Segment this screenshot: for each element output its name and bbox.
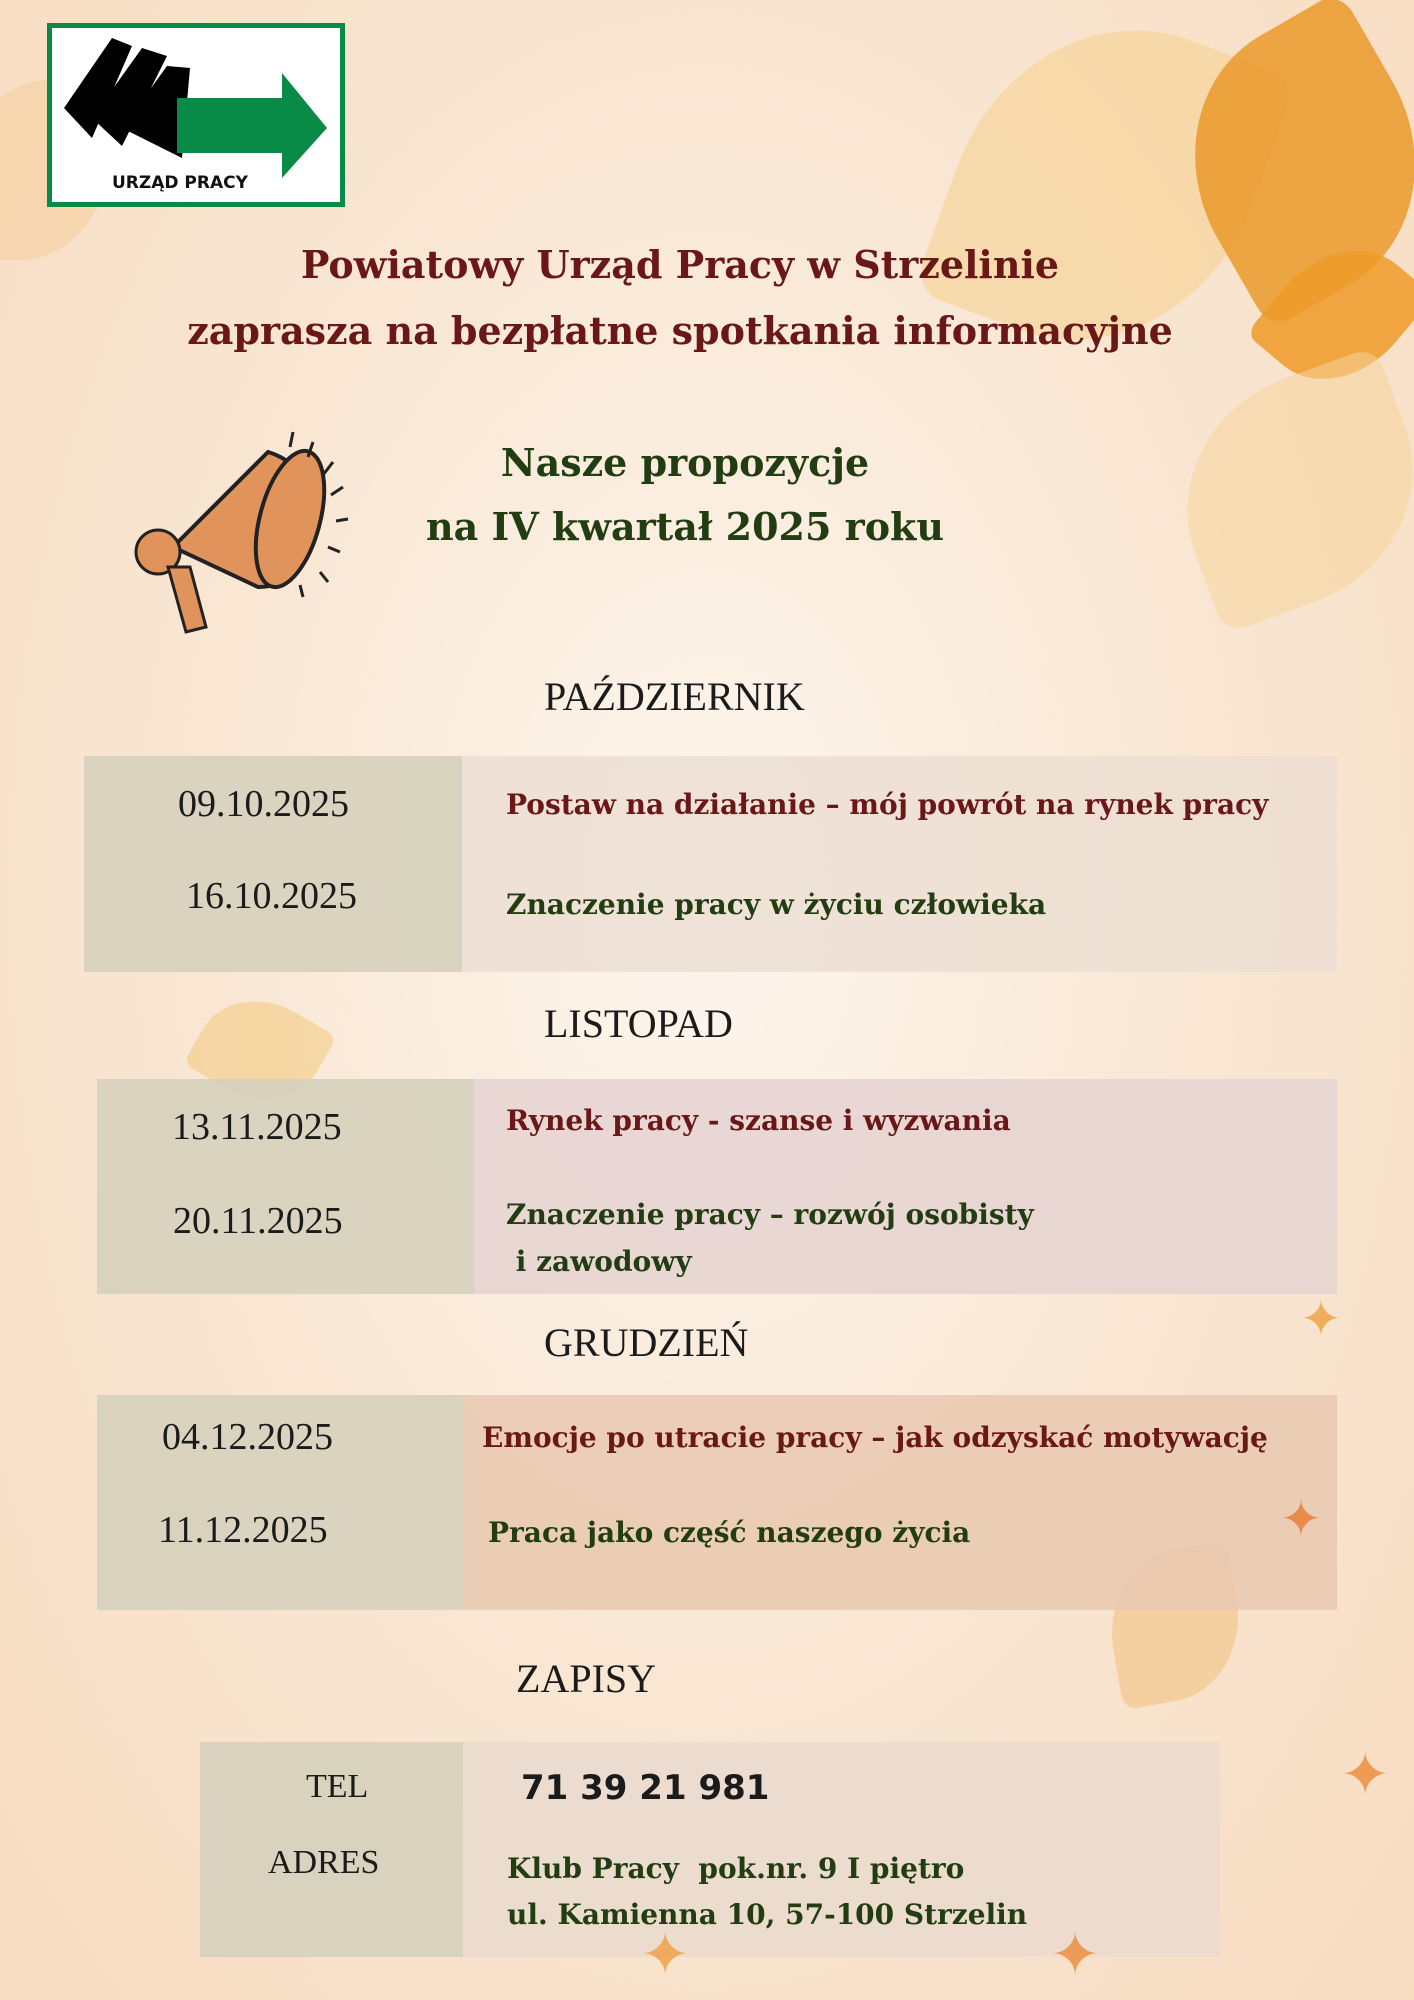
maple-leaf-icon: ✦ [1280,1490,1322,1548]
event-date: 16.10.2025 [186,875,357,917]
schedule-table-november: 13.11.2025 20.11.2025 Rynek pracy - szan… [97,1079,1337,1294]
maple-leaf-icon: ✦ [640,1920,691,1990]
address-line2: ul. Kamienna 10, 57-100 Strzelin [507,1898,1028,1931]
event-topic: Emocje po utracie pracy – jak odzyskać m… [482,1421,1268,1454]
month-heading-november: LISTOPAD [544,1001,733,1046]
maple-leaf-icon: ✦ [1050,1920,1101,1990]
event-date: 20.11.2025 [173,1200,343,1242]
event-date: 09.10.2025 [178,783,349,825]
event-topic: Znaczenie pracy – rozwój osobisty [506,1198,1034,1231]
month-heading-december: GRUDZIEŃ [544,1320,749,1365]
leaf-decoration [1149,345,1414,635]
logo-graphic-icon: URZĄD PRACY [64,38,327,193]
header-line2: zaprasza na bezpłatne spotkania informac… [187,308,1173,353]
header-line1: Powiatowy Urząd Pracy w Strzelinie [300,242,1060,287]
subheader-line1: Nasze propozycje [500,440,870,485]
event-date: 04.12.2025 [162,1416,333,1458]
event-topic-continued: i zawodowy [506,1245,692,1278]
schedule-table-december: 04.12.2025 11.12.2025 Emocje po utracie … [97,1395,1337,1610]
month-heading-october: PAŹDZIERNIK [544,674,805,719]
signup-table: TEL ADRES 71 39 21 981 Klub Pracy pok.nr… [200,1742,1220,1957]
address-line1: Klub Pracy pok.nr. 9 I piętro [507,1852,965,1885]
logo-text: URZĄD PRACY [112,173,249,193]
signup-heading: ZAPISY [516,1656,657,1701]
event-date: 13.11.2025 [172,1106,342,1148]
event-topic: Znaczenie pracy w życiu człowieka [506,888,1047,921]
maple-leaf-icon: ✦ [1340,1740,1391,1810]
urzad-pracy-logo: URZĄD PRACY [47,23,345,207]
event-topic: Praca jako część naszego życia [488,1516,971,1549]
maple-leaf-icon: ✦ [1300,1290,1342,1348]
tel-label: TEL [306,1768,369,1805]
address-label: ADRES [268,1844,380,1881]
megaphone-icon [128,427,353,646]
event-date: 11.12.2025 [158,1509,328,1551]
event-topic: Rynek pracy - szanse i wyzwania [506,1104,1011,1137]
event-topic: Postaw na działanie – mój powrót na ryne… [506,788,1269,821]
subheader-line2: na IV kwartał 2025 roku [426,504,944,549]
schedule-table-october: 09.10.2025 16.10.2025 Postaw na działani… [84,756,1337,972]
phone-number: 71 39 21 981 [521,1768,770,1808]
